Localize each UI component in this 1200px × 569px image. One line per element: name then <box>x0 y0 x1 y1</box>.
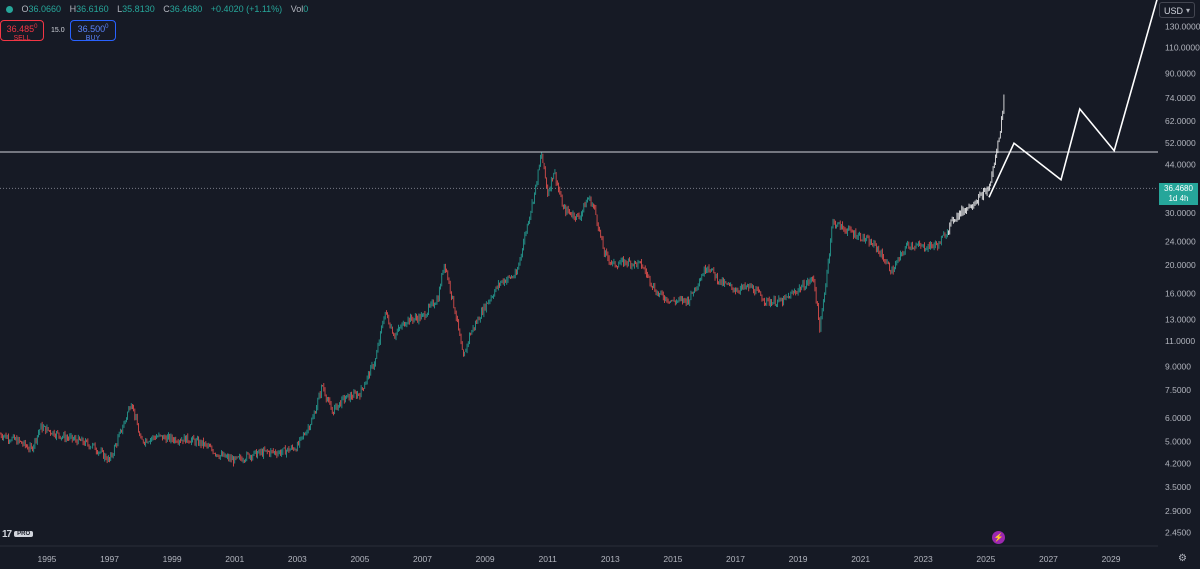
high-value: 36.6160 <box>76 4 109 14</box>
candles-layer <box>0 94 1005 467</box>
low-value: 35.8130 <box>122 4 155 14</box>
horizontal-line-layer[interactable] <box>0 151 1158 189</box>
y-tick-label: 11.0000 <box>1165 336 1195 346</box>
sell-price: 36.485 <box>6 24 35 34</box>
buy-price-sup: 0 <box>105 24 109 30</box>
volume-label: Vol <box>290 4 304 14</box>
projection-path[interactable] <box>988 0 1158 198</box>
logo-mark: 17 <box>2 529 12 540</box>
x-tick-label: 2021 <box>851 554 870 564</box>
y-tick-label: 90.0000 <box>1165 68 1196 78</box>
y-tick-label: 13.0000 <box>1165 315 1196 325</box>
x-tick-label: 2019 <box>789 554 808 564</box>
y-tick-label: 3.5000 <box>1165 482 1191 492</box>
open-label: O <box>21 4 29 14</box>
x-tick-label: 2025 <box>976 554 995 564</box>
x-tick-label: 2005 <box>350 554 369 564</box>
open-value: 36.0660 <box>28 4 62 14</box>
y-tick-label: 7.5000 <box>1165 385 1191 395</box>
y-tick-label: 110.0000 <box>1165 43 1200 53</box>
status-dot-icon <box>6 6 13 14</box>
y-tick-label: 20.0000 <box>1165 260 1196 270</box>
sell-label: SELL <box>13 35 31 42</box>
lightning-icon[interactable]: ⚡ <box>992 531 1005 544</box>
y-tick-label: 5.0000 <box>1165 436 1191 446</box>
x-tick-label: 1997 <box>100 554 119 564</box>
y-tick-label: 16.0000 <box>1165 288 1196 298</box>
x-tick-label: 2015 <box>663 554 682 564</box>
x-tick-label: 2023 <box>914 554 933 564</box>
buy-price: 36.500 <box>77 24 106 34</box>
x-tick-label: 2009 <box>476 554 495 564</box>
x-tick-label: 2011 <box>539 554 558 564</box>
time-axis[interactable]: 1995 1997 1999 2001 2003 2005 2007 2009 2011 2013… <box>0 545 1158 564</box>
y-tick-label: 9.0000 <box>1165 362 1191 372</box>
ohlc-legend: O36.0660 H36.6160 L35.8130 C36.4680 +0.4… <box>6 4 308 14</box>
x-tick-label: 2027 <box>1039 554 1058 564</box>
currency-selector[interactable]: USD <box>1159 2 1195 19</box>
x-tick-label: 2007 <box>413 554 432 564</box>
tradingview-logo[interactable]: 17 PRO <box>2 529 34 540</box>
y-tick-label: 74.0000 <box>1165 93 1196 103</box>
x-tick-label: 2001 <box>225 554 244 564</box>
y-tick-label: 6.0000 <box>1165 413 1191 423</box>
high-label: H <box>69 4 77 14</box>
y-tick-label: 2.9000 <box>1165 506 1191 516</box>
sell-button[interactable]: 36.4850 SELL <box>0 20 44 42</box>
spread-value: 15.0 <box>51 27 65 34</box>
x-tick-label: 1995 <box>37 554 56 564</box>
close-label: C <box>163 4 170 14</box>
change-value: +0.4020 (+1.11%) <box>210 4 283 14</box>
x-tick-label: 1999 <box>163 554 182 564</box>
y-tick-label: 62.0000 <box>1165 116 1196 126</box>
bar-countdown: 1d 4h <box>1168 194 1189 203</box>
y-tick-label: 130.0000 <box>1165 21 1200 31</box>
volume-value: 0 <box>303 4 309 14</box>
x-tick-label: 2013 <box>601 554 620 564</box>
y-tick-label: 44.0000 <box>1165 159 1196 169</box>
y-tick-label: 24.0000 <box>1165 237 1196 247</box>
y-tick-label: 4.2000 <box>1165 459 1191 469</box>
buy-label: BUY <box>85 35 101 42</box>
last-price-tag: 36.4680 1d 4h <box>1159 183 1198 205</box>
projection-layer[interactable] <box>988 0 1158 198</box>
gear-icon[interactable]: ⚙ <box>1178 553 1187 564</box>
buy-button[interactable]: 36.5000 BUY <box>70 20 116 42</box>
y-tick-label: 30.0000 <box>1165 208 1196 218</box>
pro-badge: PRO <box>14 531 34 538</box>
y-tick-label: 2.4500 <box>1165 527 1191 537</box>
low-label: L <box>117 4 123 14</box>
y-tick-label: 52.0000 <box>1165 138 1196 148</box>
x-tick-label: 2029 <box>1102 554 1121 564</box>
close-value: 36.4680 <box>169 4 203 14</box>
last-price-value: 36.4680 <box>1164 184 1193 193</box>
price-axis[interactable]: 130.0000 110.0000 90.0000 74.0000 62.0000 52.… <box>1165 21 1200 537</box>
x-tick-label: 2017 <box>726 554 745 564</box>
sell-price-sup: 0 <box>34 24 38 30</box>
x-tick-label: 2003 <box>288 554 307 564</box>
